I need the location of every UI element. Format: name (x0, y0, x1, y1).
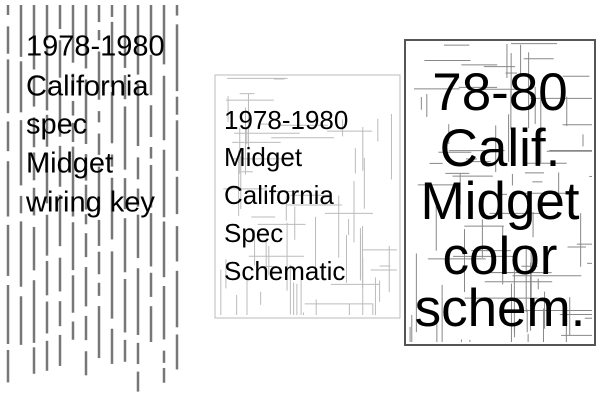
label-line: Schematic (224, 256, 345, 286)
schematic-label: 1978-1980 Midget California Spec Schemat… (224, 105, 348, 286)
wiring-key-label: 1978-1980 California spec Midget wiring … (25, 31, 165, 219)
label-line: 1978-1980 (224, 105, 348, 135)
schematic-frame (214, 74, 401, 319)
label-line: California (26, 71, 149, 103)
color-schematic-label: 78-80 Calif. Midget color schem. (415, 63, 586, 338)
label-line: Calif. (440, 119, 561, 178)
label-line: spec (26, 109, 87, 141)
label-line: color (443, 227, 558, 286)
label-line: wiring key (25, 187, 155, 219)
scans (6, 5, 592, 392)
label-line: Midget (420, 172, 579, 231)
label-line: Spec (224, 218, 283, 248)
label-line: Midget (224, 142, 303, 172)
label-line: schem. (415, 279, 586, 338)
label-line: California (224, 180, 334, 210)
color-schematic-frame (404, 39, 596, 346)
label-line: 78-80 (432, 63, 568, 122)
label-line: 1978-1980 (26, 31, 165, 63)
label-line: Midget (26, 148, 113, 180)
